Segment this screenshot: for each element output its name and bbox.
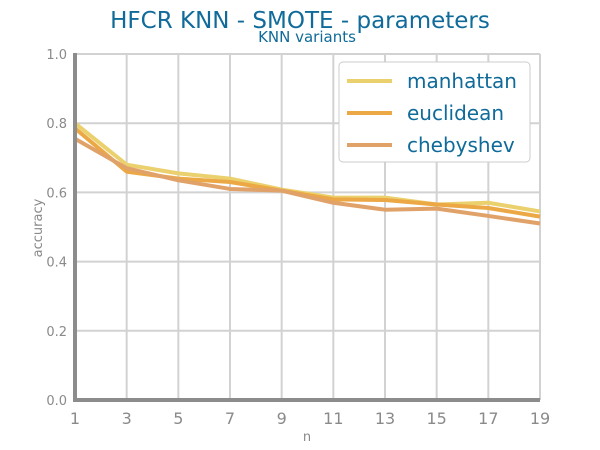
legend-box xyxy=(338,61,531,163)
x-tick-label: 3 xyxy=(122,409,132,428)
chart-title: HFCR KNN - SMOTE - parameters xyxy=(110,8,490,34)
x-tick-label: 13 xyxy=(375,409,395,428)
y-tick-label: 0.2 xyxy=(46,325,67,340)
y-tick-label: 1.0 xyxy=(46,48,67,63)
legend-label-euclidean: euclidean xyxy=(407,101,504,125)
series-line-chebyshev xyxy=(74,137,541,226)
y-ticks: 0.0 0.2 0.4 0.6 0.8 1.0 xyxy=(46,48,67,409)
y-tick-label: 0.8 xyxy=(46,117,67,132)
x-tick-label: 19 xyxy=(530,409,550,428)
chart-subtitle: KNN variants xyxy=(258,28,356,46)
x-tick-label: 11 xyxy=(323,409,343,428)
legend-label-manhattan: manhattan xyxy=(407,69,517,93)
series-lines xyxy=(73,121,541,226)
x-tick-label: 17 xyxy=(478,409,498,428)
x-ticks: 1 3 5 7 9 11 13 15 17 19 xyxy=(70,409,550,428)
y-axis-label: accuracy xyxy=(31,198,46,257)
y-tick-label: 0.4 xyxy=(46,256,67,271)
x-axis-label: n xyxy=(303,430,311,445)
legend: manhattan euclidean chebyshev xyxy=(338,61,531,163)
y-tick-label: 0.6 xyxy=(46,186,67,201)
legend-label-chebyshev: chebyshev xyxy=(407,133,515,157)
x-tick-label: 7 xyxy=(225,409,235,428)
x-tick-label: 5 xyxy=(173,409,183,428)
x-tick-label: 9 xyxy=(277,409,287,428)
y-tick-label: 0.0 xyxy=(46,394,67,409)
x-tick-label: 1 xyxy=(70,409,80,428)
x-tick-label: 15 xyxy=(426,409,446,428)
